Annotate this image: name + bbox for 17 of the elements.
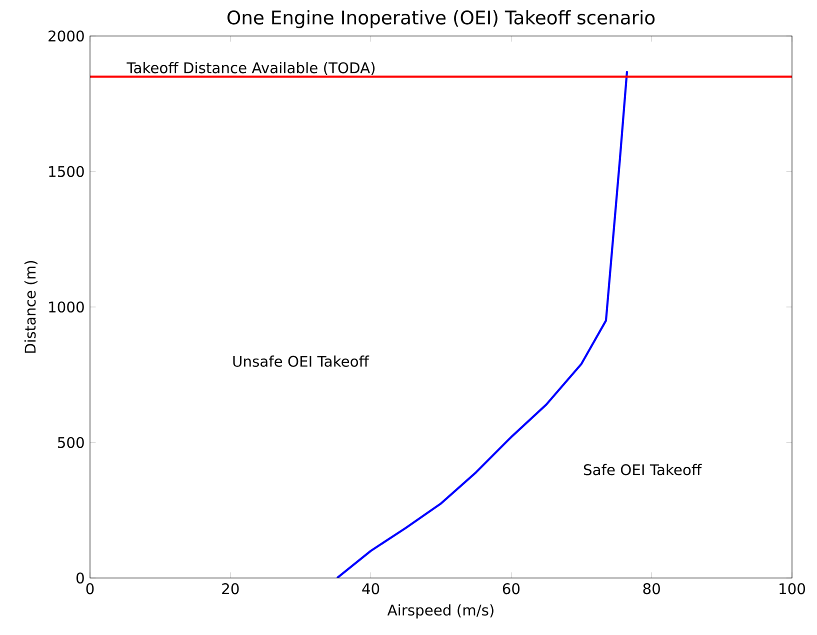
y-tick-label: 1000	[49, 301, 84, 313]
annotation: Safe OEI Takeoff	[584, 464, 702, 476]
y-axis-title: Distance (m)	[24, 261, 38, 353]
x-tick-label: 40	[362, 583, 380, 594]
y-tick-label: 0	[76, 572, 84, 584]
x-tick-label: 100	[780, 583, 805, 594]
x-tick-label: 20	[222, 583, 239, 594]
annotation: Unsafe OEI Takeoff	[233, 356, 370, 367]
y-tick-label: 500	[58, 436, 84, 448]
x-tick-label: 60	[502, 583, 520, 594]
y-tick-label: 2000	[48, 30, 84, 42]
ref-line-label: Takeoff Distance Available (TODA)	[126, 62, 375, 76]
x-tick-label: 80	[643, 583, 660, 594]
chart-title: One Engine Inoperative (OEI) Takeoff scenario	[227, 10, 655, 28]
x-tick-label: 0	[86, 583, 94, 594]
y-tick-label: 1500	[49, 166, 84, 178]
x-axis-title: Airspeed (m/s)	[387, 604, 494, 618]
